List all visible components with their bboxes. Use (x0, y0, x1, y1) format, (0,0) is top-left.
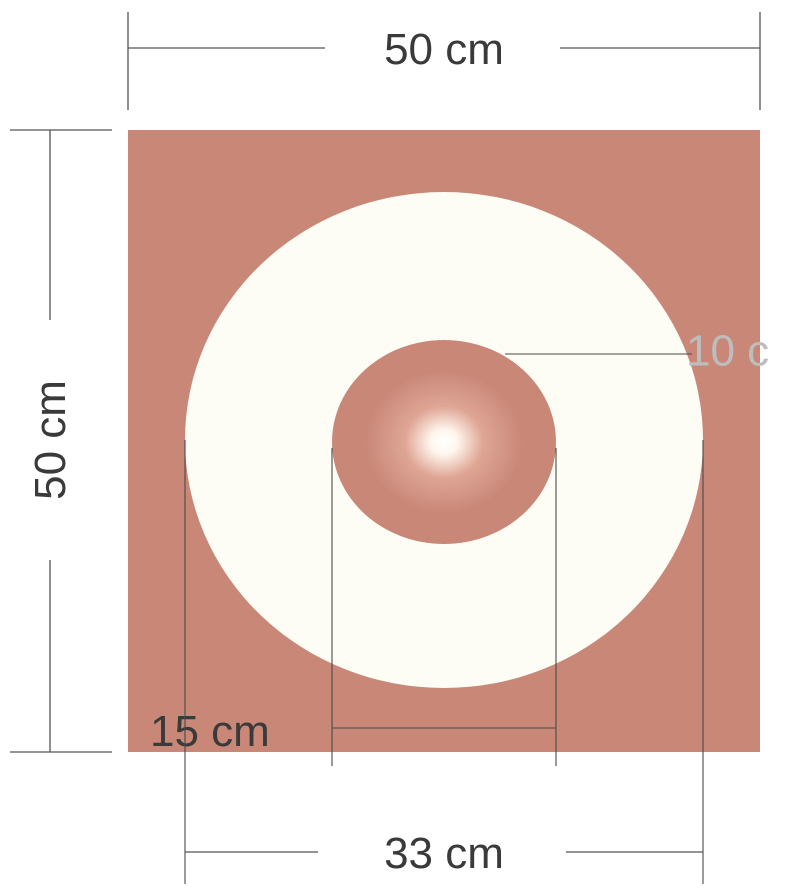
inner-radius-dimension: 10 c (505, 327, 769, 376)
top-width-label: 50 cm (384, 25, 504, 74)
inner-radius-label: 10 c (686, 327, 769, 376)
left-height-label: 50 cm (26, 380, 75, 500)
inner-circle (332, 340, 556, 544)
left-height-dimension: 50 cm (10, 129, 112, 753)
inner-diameter-dimension: 15 cm (150, 448, 557, 766)
inner-diameter-label: 15 cm (150, 707, 270, 756)
top-width-dimension: 50 cm (127, 12, 761, 110)
outer-diameter-dimension: 33 cm (184, 440, 704, 884)
outer-diameter-label: 33 cm (384, 829, 504, 878)
